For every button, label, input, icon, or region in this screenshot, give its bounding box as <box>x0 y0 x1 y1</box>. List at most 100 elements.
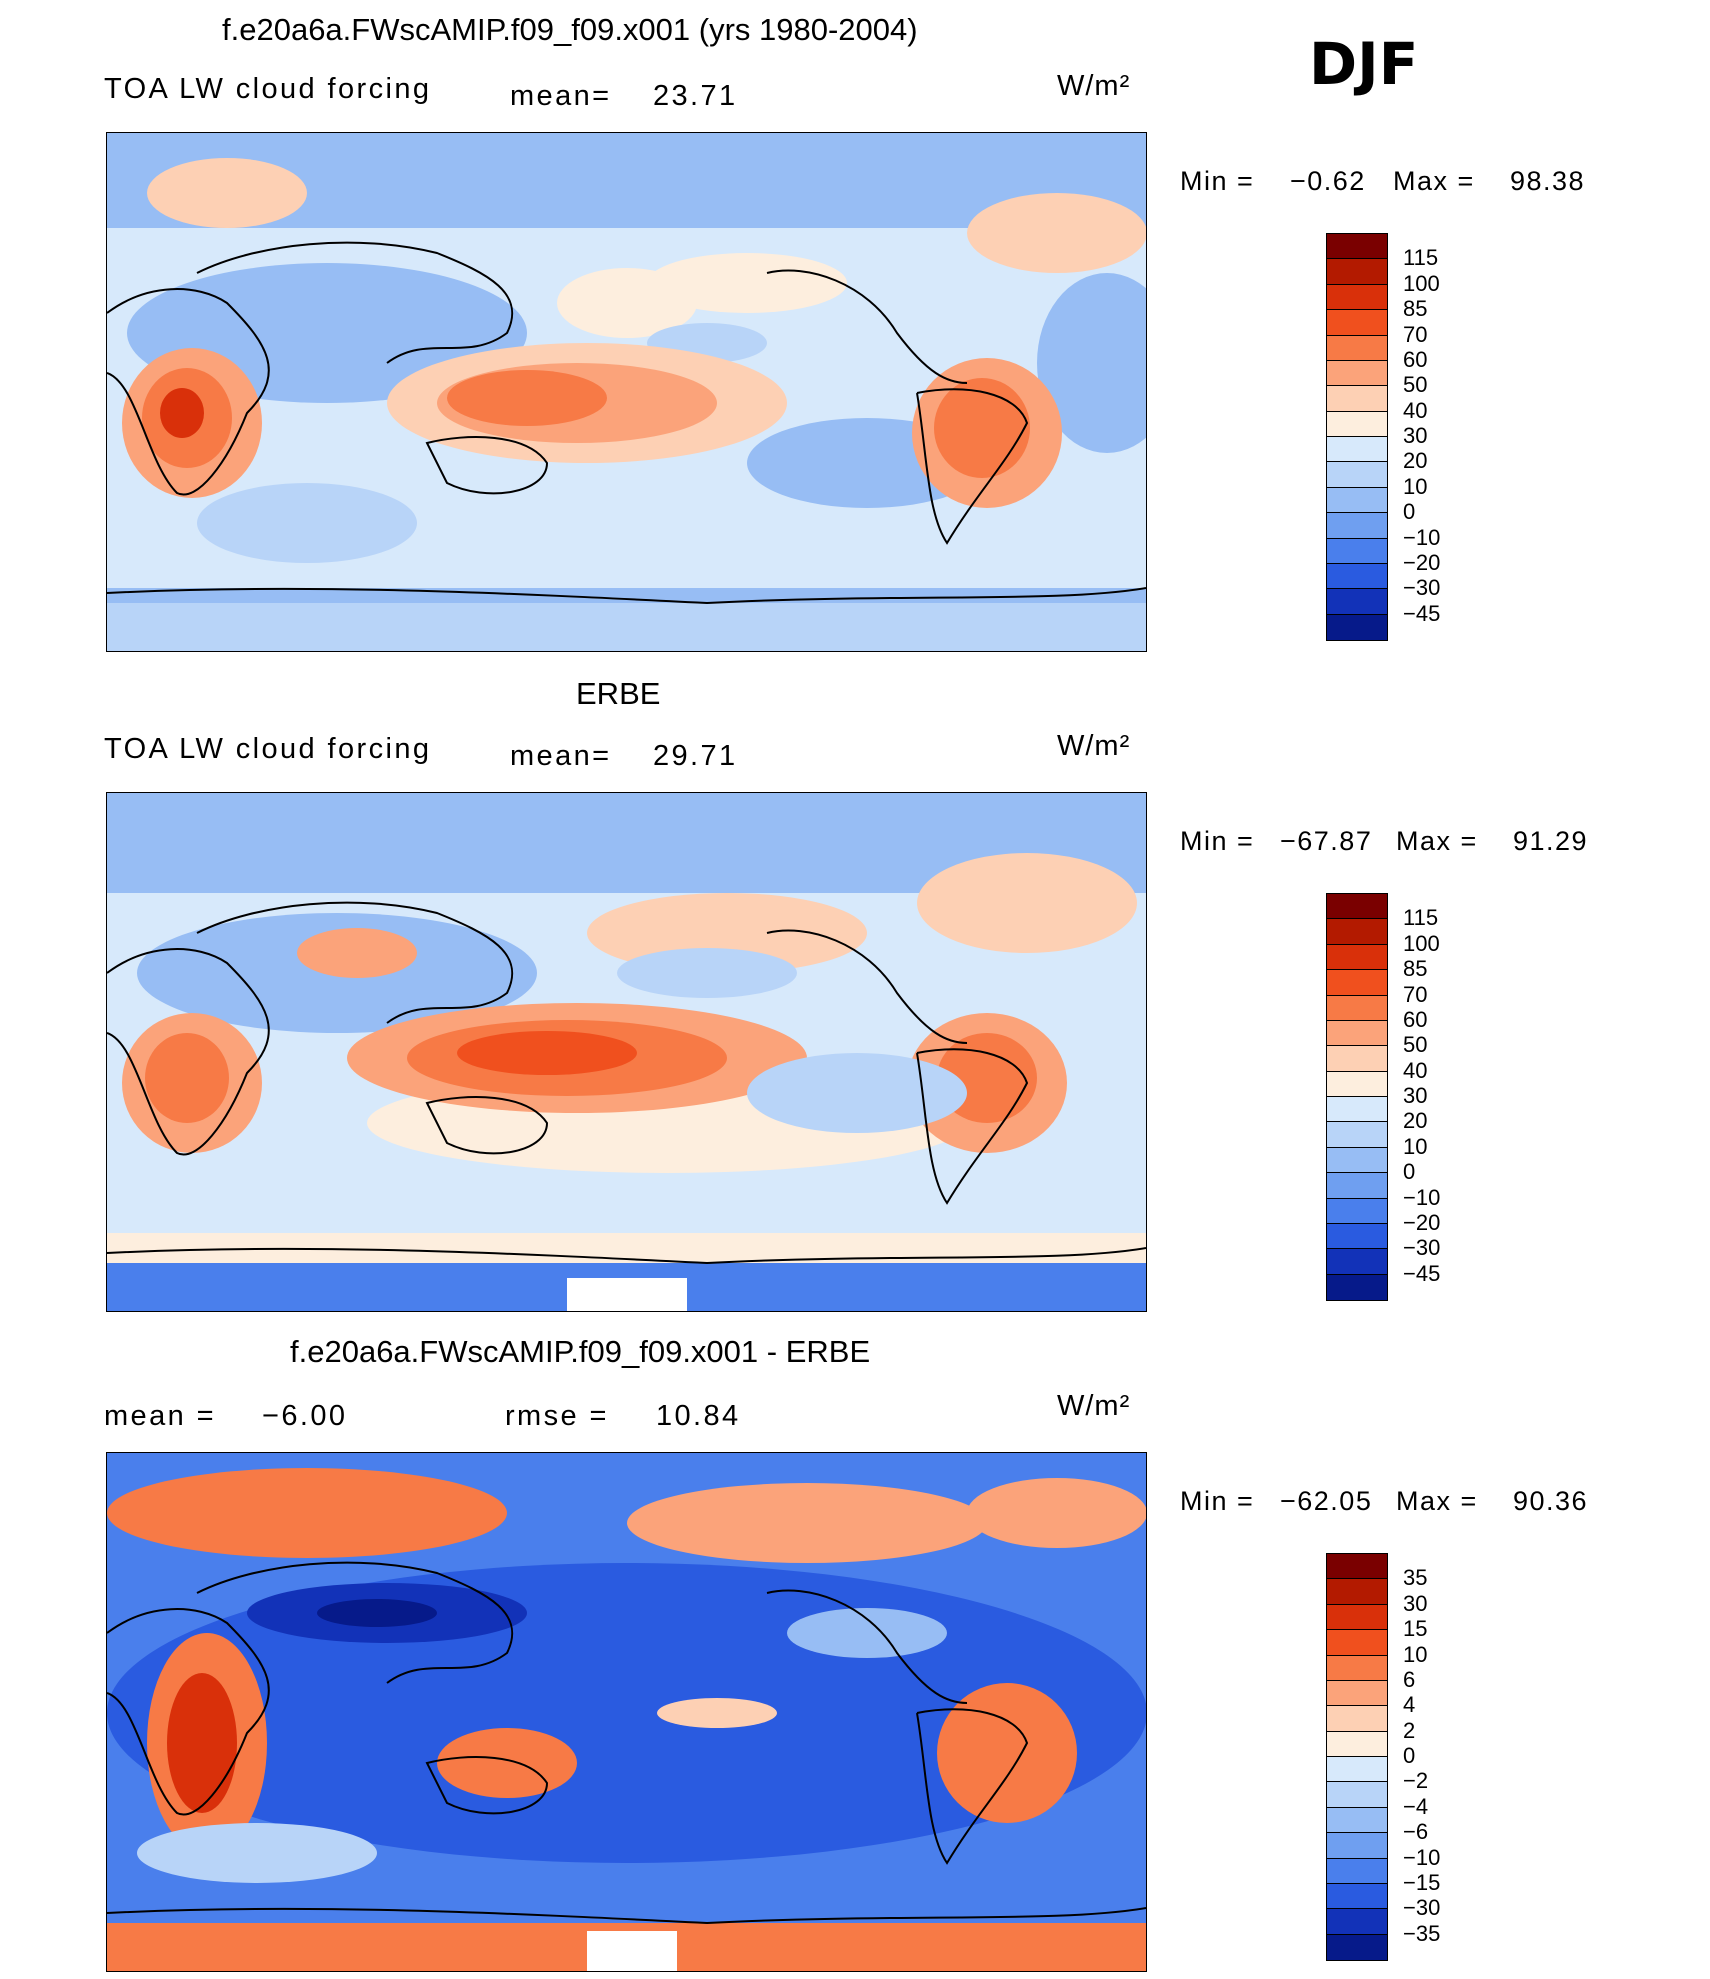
colorbar-tick-label: −4 <box>1403 1793 1429 1819</box>
panel1-map <box>106 132 1147 652</box>
colorbar-segment <box>1327 1604 1387 1631</box>
panel1-min-value: −0.62 <box>1290 166 1366 196</box>
colorbar-tick-label: 10 <box>1403 473 1428 499</box>
colorbar-segment <box>1327 1249 1387 1275</box>
colorbar-tick-label: 10 <box>1403 1641 1428 1667</box>
colorbar-segment <box>1327 411 1387 437</box>
colorbar-tick-label: −45 <box>1403 1260 1441 1286</box>
colorbar-segment <box>1327 386 1387 412</box>
colorbar-segment <box>1327 1706 1387 1732</box>
colorbar-segment <box>1327 563 1387 590</box>
colorbar-segment <box>1327 1122 1387 1148</box>
colorbar-tick-label: 4 <box>1403 1692 1416 1718</box>
colorbar-tick-label: 115 <box>1403 905 1439 931</box>
colorbar-tick-label: −2 <box>1403 1768 1429 1794</box>
panel1-mean-label: mean= <box>510 80 612 112</box>
colorbar-tick-label: 60 <box>1403 346 1428 372</box>
colorbar-segment <box>1327 1630 1387 1656</box>
panel1-mean-value: 23.71 <box>653 80 738 112</box>
colorbar-segment <box>1327 1579 1387 1605</box>
panel2-colorbar <box>1326 893 1388 1301</box>
colorbar-segment <box>1327 1680 1387 1707</box>
panel3-max-label: Max = <box>1396 1486 1478 1516</box>
panel2-title: ERBE <box>576 676 661 711</box>
panel2-map <box>106 792 1147 1312</box>
colorbar-segment <box>1327 1147 1387 1174</box>
panel2-units: W/m² <box>1057 730 1131 762</box>
panel1-colorbar <box>1326 233 1388 641</box>
colorbar-tick-label: 0 <box>1403 1743 1416 1768</box>
colorbar-segment <box>1327 1655 1387 1681</box>
colorbar-tick-label: 85 <box>1403 296 1428 322</box>
panel1-min-label: Min = <box>1180 166 1255 196</box>
colorbar-tick-label: −20 <box>1403 549 1441 575</box>
panel2-max-value: 91.29 <box>1513 826 1589 856</box>
colorbar-tick-label: 40 <box>1403 1057 1428 1083</box>
colorbar-segment <box>1327 538 1387 564</box>
colorbar-segment <box>1327 335 1387 361</box>
panel1-map-svg <box>107 133 1146 651</box>
colorbar-segment <box>1327 487 1387 514</box>
panel3-min-label: Min = <box>1180 1486 1255 1516</box>
colorbar-tick-label: −15 <box>1403 1869 1441 1895</box>
colorbar-segment <box>1327 234 1387 260</box>
panel1-field-label: TOA LW cloud forcing <box>104 73 432 105</box>
panel1-title: f.e20a6a.FWscAMIP.f09_f09.x001 (yrs 1980… <box>222 12 918 47</box>
colorbar-tick-label: −20 <box>1403 1209 1441 1235</box>
colorbar-segment <box>1327 259 1387 285</box>
colorbar-segment <box>1327 1020 1387 1047</box>
colorbar-segment <box>1327 310 1387 336</box>
colorbar-segment <box>1327 995 1387 1021</box>
colorbar-tick-label: 60 <box>1403 1006 1428 1032</box>
panel3-colorbar <box>1326 1553 1388 1961</box>
colorbar-segment <box>1327 919 1387 945</box>
colorbar-tick-label: −10 <box>1403 1184 1441 1210</box>
colorbar-tick-label: 0 <box>1403 1159 1416 1185</box>
colorbar-segment <box>1327 1757 1387 1783</box>
colorbar-tick-label: 115 <box>1403 245 1439 271</box>
colorbar-tick-label: 100 <box>1403 270 1440 296</box>
panel2-mean-value: 29.71 <box>653 740 738 772</box>
colorbar-tick-label: 20 <box>1403 448 1428 474</box>
panel2-field-label: TOA LW cloud forcing <box>104 733 432 765</box>
colorbar-segment <box>1327 1046 1387 1072</box>
colorbar-segment <box>1327 1097 1387 1123</box>
panel2-max-label: Max = <box>1396 826 1478 856</box>
panel3-max-value: 90.36 <box>1513 1486 1589 1516</box>
colorbar-tick-label: 85 <box>1403 956 1428 982</box>
panel3-map-svg <box>107 1453 1146 1971</box>
colorbar-tick-label: 70 <box>1403 981 1428 1007</box>
colorbar-tick-label: −10 <box>1403 1844 1441 1870</box>
colorbar-tick-label: 20 <box>1403 1108 1428 1134</box>
panel2-min-value: −67.87 <box>1280 826 1373 856</box>
colorbar-segment <box>1327 1198 1387 1224</box>
panel1-max-label: Max = <box>1393 166 1475 196</box>
panel1-units: W/m² <box>1057 70 1131 102</box>
colorbar-tick-label: −35 <box>1403 1920 1441 1946</box>
colorbar-segment <box>1327 1807 1387 1834</box>
colorbar-segment <box>1327 614 1387 640</box>
colorbar-segment <box>1327 437 1387 463</box>
colorbar-tick-label: 100 <box>1403 930 1440 956</box>
colorbar-segment <box>1327 944 1387 971</box>
panel3-map <box>106 1452 1147 1972</box>
colorbar-segment <box>1327 589 1387 615</box>
colorbar-tick-label: 15 <box>1403 1616 1428 1642</box>
colorbar-tick-label: 2 <box>1403 1717 1416 1743</box>
colorbar-segment <box>1327 1909 1387 1935</box>
colorbar-segment <box>1327 1554 1387 1580</box>
colorbar-tick-label: 0 <box>1403 499 1416 525</box>
colorbar-segment <box>1327 1731 1387 1757</box>
colorbar-tick-label: 10 <box>1403 1133 1428 1159</box>
panel1-max-value: 98.38 <box>1510 166 1586 196</box>
colorbar-segment <box>1327 360 1387 387</box>
colorbar-segment <box>1327 1833 1387 1859</box>
colorbar-tick-label: 6 <box>1403 1666 1416 1692</box>
colorbar-tick-label: 30 <box>1403 1590 1428 1616</box>
colorbar-segment <box>1327 462 1387 488</box>
colorbar-segment <box>1327 284 1387 311</box>
colorbar-tick-label: 30 <box>1403 1083 1428 1108</box>
colorbar-tick-label: 30 <box>1403 423 1428 448</box>
panel3-mean-label: mean = <box>104 1400 216 1432</box>
colorbar-segment <box>1327 970 1387 996</box>
